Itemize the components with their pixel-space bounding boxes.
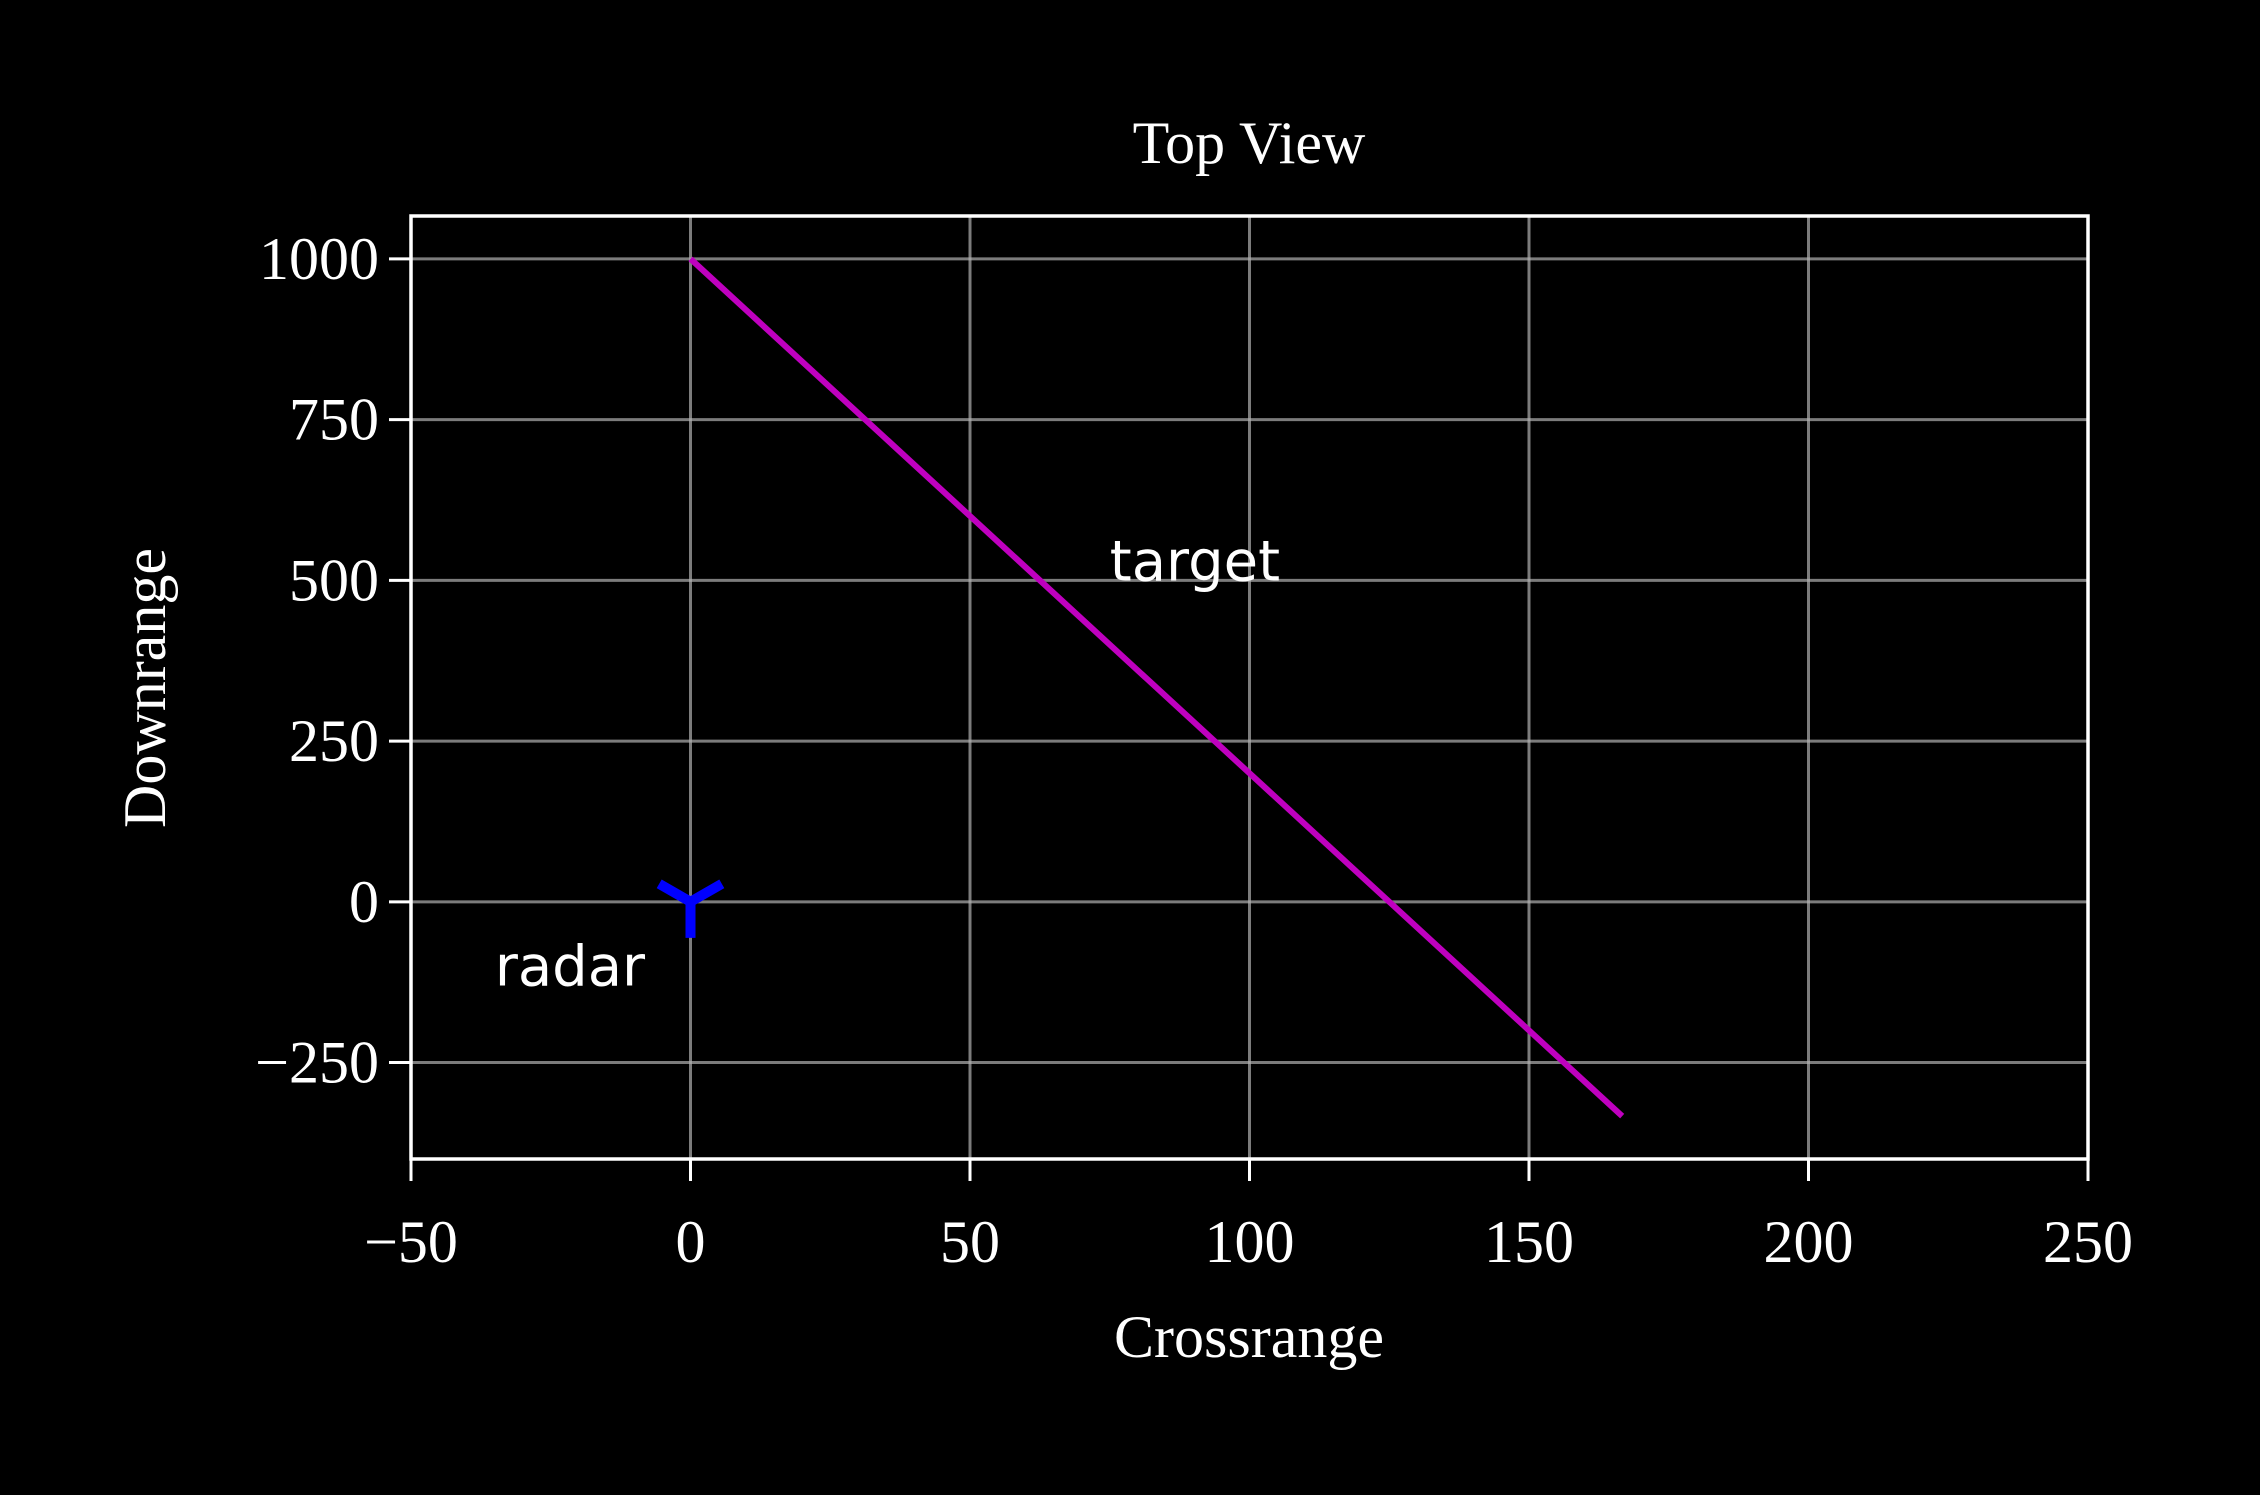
radar-marker — [656, 879, 725, 938]
x-tick-label: 100 — [1205, 1209, 1295, 1275]
x-tick-label: 250 — [2043, 1209, 2133, 1275]
y-tick-label: −250 — [255, 1030, 379, 1096]
y-tick-label: 500 — [289, 547, 379, 613]
y-tick-label: 250 — [289, 708, 379, 774]
x-tick-label: 0 — [676, 1209, 706, 1275]
chart-title: Top View — [1133, 110, 1366, 176]
x-tick-label: 150 — [1484, 1209, 1574, 1275]
x-axis-label: Crossrange — [1114, 1304, 1384, 1370]
annotation: target — [1110, 529, 1280, 594]
x-tick-label: 200 — [1764, 1209, 1854, 1275]
y-tick-label: 1000 — [259, 226, 379, 292]
annotation: radar — [495, 934, 646, 999]
x-tick-label: 50 — [940, 1209, 1000, 1275]
target-line — [688, 256, 1625, 1119]
plot-frame — [409, 214, 2090, 1161]
x-tick-label: −50 — [364, 1209, 458, 1275]
y-tick-label: 750 — [289, 387, 379, 453]
y-axis-label: Downrange — [112, 548, 178, 828]
y-tick-label: 0 — [349, 869, 379, 935]
